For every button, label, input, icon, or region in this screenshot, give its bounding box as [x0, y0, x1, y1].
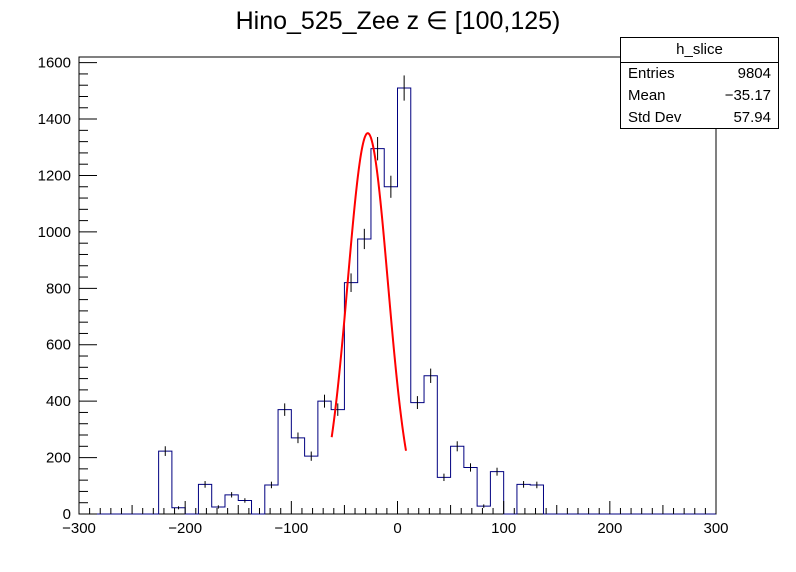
stats-mean-label: Mean [628, 87, 666, 104]
stats-box-title: h_slice [621, 38, 778, 63]
y-tick-label: 600 [46, 337, 71, 354]
x-tick-label: 200 [597, 520, 622, 537]
y-tick-label: 1400 [38, 111, 71, 128]
stats-mean-value: −35.17 [724, 87, 771, 104]
y-tick-label: 400 [46, 393, 71, 410]
x-tick-label: 0 [393, 520, 401, 537]
y-tick-label: 200 [46, 450, 71, 467]
y-tick-label: 800 [46, 280, 71, 297]
y-tick-label: 1200 [38, 167, 71, 184]
x-tick-label: 100 [491, 520, 516, 537]
stats-entries-label: Entries [628, 65, 675, 82]
stats-stddev-value: 57.94 [733, 109, 771, 126]
x-tick-label: −200 [168, 520, 202, 537]
x-tick-label: 300 [703, 520, 728, 537]
stats-stddev-label: Std Dev [628, 109, 682, 126]
chart-title: Hino_525_Zee z ∈ [100,125) [235, 7, 561, 35]
x-tick-label: −100 [274, 520, 308, 537]
x-tick-label: −300 [62, 520, 96, 537]
y-tick-label: 1600 [38, 55, 71, 72]
stats-box: h_slice Entries 9804 Mean −35.17 Std Dev… [620, 37, 779, 129]
stats-mean-row: Mean −35.17 [621, 85, 778, 107]
y-tick-label: 0 [63, 506, 71, 523]
gaussian-fit-curve [330, 132, 407, 451]
y-tick-label: 1000 [38, 224, 71, 241]
histogram-outline [79, 87, 716, 515]
stats-stddev-row: Std Dev 57.94 [621, 107, 778, 129]
stats-entries-value: 9804 [737, 65, 771, 82]
stats-entries-row: Entries 9804 [621, 63, 778, 85]
